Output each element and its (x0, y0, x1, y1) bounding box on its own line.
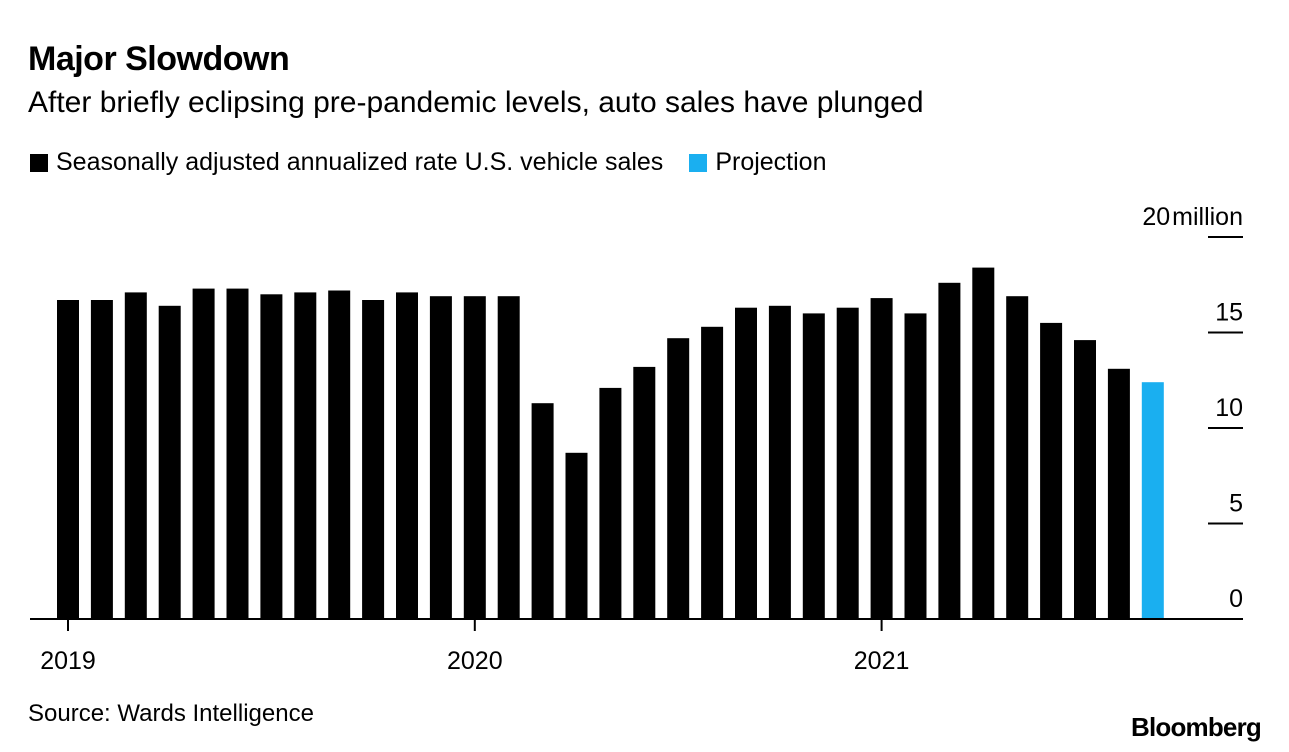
bar (904, 313, 927, 619)
bar (836, 307, 859, 619)
bar (294, 292, 317, 619)
y-tick-label: 20million (1142, 203, 1243, 231)
bar (463, 296, 486, 619)
bar (701, 326, 724, 619)
bar (1107, 368, 1130, 619)
bar (1006, 296, 1029, 619)
bar (768, 305, 791, 619)
legend-swatch-projection (689, 153, 708, 172)
source-note: Source: Wards Intelligence (28, 700, 314, 727)
bloomberg-logo: Bloomberg (1130, 712, 1262, 742)
chart-title: Major Slowdown (28, 40, 290, 78)
legend-swatch-sales (30, 153, 48, 172)
bar (1074, 340, 1096, 619)
bar (192, 288, 215, 619)
projection-bar (1141, 382, 1164, 619)
bar (565, 452, 588, 619)
bar (362, 300, 385, 619)
bar (158, 305, 181, 619)
bar (667, 338, 690, 619)
bar (429, 296, 452, 619)
y-tick-label: 5 (1229, 490, 1243, 518)
legend-label-projection: Projection (715, 148, 827, 176)
x-tick-label: 2020 (447, 647, 503, 675)
bar (633, 366, 656, 619)
bar (735, 307, 757, 619)
bar (938, 282, 961, 619)
bar (57, 300, 79, 619)
bar (870, 298, 893, 619)
legend-label-sales: Seasonally adjusted annualized rate U.S.… (56, 148, 664, 176)
bar (328, 290, 351, 619)
x-tick-label: 2019 (40, 647, 96, 675)
bar (396, 292, 418, 619)
bar (599, 387, 622, 619)
bar (497, 296, 520, 619)
legend-item-projection: Projection (689, 148, 826, 177)
bar (972, 267, 995, 619)
chart-legend: Seasonally adjusted annualized rate U.S.… (30, 148, 852, 177)
bar (802, 313, 825, 619)
bar (1040, 322, 1063, 619)
bar (124, 292, 147, 619)
bar (90, 300, 113, 619)
y-tick-label: 0 (1229, 585, 1243, 613)
bar (260, 294, 283, 619)
x-tick-label: 2021 (854, 647, 910, 675)
y-tick-label: 15 (1215, 299, 1243, 327)
bar (531, 403, 554, 619)
y-tick-label: 10 (1215, 394, 1243, 422)
legend-item-sales: Seasonally adjusted annualized rate U.S.… (30, 148, 663, 177)
chart-subtitle: After briefly eclipsing pre-pandemic lev… (28, 86, 924, 119)
bar (226, 288, 249, 619)
